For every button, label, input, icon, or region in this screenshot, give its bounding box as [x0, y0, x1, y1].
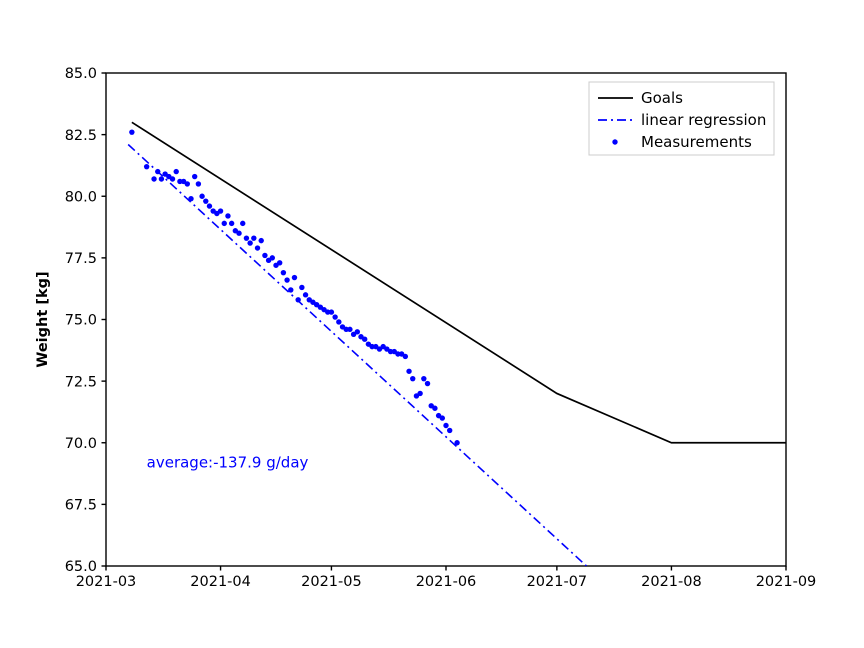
- y-tick-label: 77.5: [65, 251, 97, 267]
- data-point: [269, 255, 276, 261]
- y-tick-label: 72.5: [65, 374, 97, 390]
- data-point: [228, 220, 235, 227]
- data-point: [236, 230, 242, 236]
- data-point: [387, 348, 394, 355]
- data-point: [347, 326, 353, 333]
- data-point: [199, 193, 205, 199]
- data-point: [247, 240, 253, 246]
- legend-item-measurements[interactable]: Measurements: [612, 133, 752, 151]
- data-point: [302, 292, 309, 298]
- y-tick-label: 75.0: [65, 313, 97, 329]
- data-point: [417, 390, 423, 397]
- data-point: [284, 277, 290, 283]
- data-point: [424, 380, 431, 387]
- data-point: [354, 329, 361, 335]
- y-tick-label: 70.0: [65, 436, 97, 452]
- average-annotation: average:-137.9 g/day: [147, 453, 309, 471]
- data-point: [251, 235, 257, 241]
- data-point: [443, 422, 449, 429]
- chart-legend: Goals linear regression Measurements: [588, 81, 775, 156]
- data-point: [280, 269, 287, 276]
- legend-box: [588, 81, 775, 156]
- data-point: [191, 173, 198, 180]
- data-point: [336, 319, 342, 325]
- x-tick-label: 2021-07: [527, 574, 588, 590]
- data-point: [203, 198, 209, 204]
- x-tick-label: 2021-04: [190, 574, 251, 590]
- y-tick-label: 67.5: [65, 498, 97, 514]
- y-tick-label: 82.5: [65, 128, 97, 144]
- series-measurements: [129, 129, 460, 446]
- data-point: [195, 181, 202, 187]
- data-point: [240, 220, 246, 227]
- data-point: [295, 297, 301, 303]
- data-point: [254, 245, 261, 251]
- data-point: [129, 129, 135, 135]
- data-point: [155, 168, 161, 175]
- data-point: [243, 235, 250, 241]
- x-tick-label: 2021-05: [301, 574, 362, 590]
- data-point: [158, 176, 165, 182]
- data-point: [217, 208, 224, 214]
- data-point: [406, 368, 412, 374]
- legend-label: linear regression: [641, 111, 766, 129]
- data-point: [454, 440, 460, 446]
- data-point: [432, 405, 438, 411]
- data-point: [206, 203, 213, 209]
- data-point: [410, 375, 416, 382]
- data-point: [332, 314, 338, 320]
- series-linear-regression: [127, 143, 587, 566]
- x-tick-label: 2021-09: [756, 574, 817, 590]
- data-point: [184, 181, 191, 187]
- data-point: [328, 309, 335, 315]
- data-point: [421, 375, 427, 382]
- axes: 65.0 67.5 70.0 72.5 75.0 77.5 80.0 82.5 85.0 2021…: [35, 66, 816, 590]
- data-point: [361, 336, 368, 342]
- data-point: [369, 343, 375, 350]
- data-point: [173, 168, 179, 175]
- data-point: [402, 353, 409, 360]
- legend-label: Goals: [641, 89, 683, 107]
- data-point: [169, 176, 176, 182]
- data-point: [291, 274, 298, 281]
- legend-item-linear-regression[interactable]: linear regression: [598, 111, 766, 129]
- x-tick-label: 2021-08: [641, 574, 702, 590]
- data-point: [395, 351, 401, 357]
- data-point: [343, 326, 349, 333]
- y-axis-title: Weight [kg]: [35, 271, 51, 367]
- data-point: [325, 309, 331, 315]
- series-line: [131, 121, 786, 444]
- data-point: [151, 176, 157, 182]
- plot-content: [127, 121, 786, 566]
- x-tick-label: 2021-06: [416, 574, 477, 590]
- series-line: [127, 143, 587, 566]
- data-point: [439, 415, 446, 421]
- data-point: [276, 260, 283, 266]
- legend-label: Measurements: [641, 133, 752, 151]
- data-point: [288, 287, 294, 293]
- data-point: [299, 284, 305, 291]
- data-point: [143, 163, 150, 170]
- y-tick-label: 80.0: [65, 189, 97, 205]
- data-point: [221, 220, 227, 227]
- series-goals: [131, 121, 786, 444]
- legend-marker: [612, 139, 618, 145]
- legend-item-goals[interactable]: Goals: [598, 89, 683, 107]
- chart-annotations: average:-137.9 g/day: [147, 453, 309, 471]
- data-point: [262, 252, 268, 259]
- data-point: [177, 178, 183, 185]
- y-tick-label: 65.0: [65, 559, 97, 575]
- data-point: [225, 213, 231, 219]
- data-point: [188, 196, 194, 202]
- y-tick-label: 85.0: [65, 66, 97, 82]
- x-tick-label: 2021-03: [76, 574, 137, 590]
- data-point: [258, 237, 264, 244]
- data-point: [446, 427, 453, 434]
